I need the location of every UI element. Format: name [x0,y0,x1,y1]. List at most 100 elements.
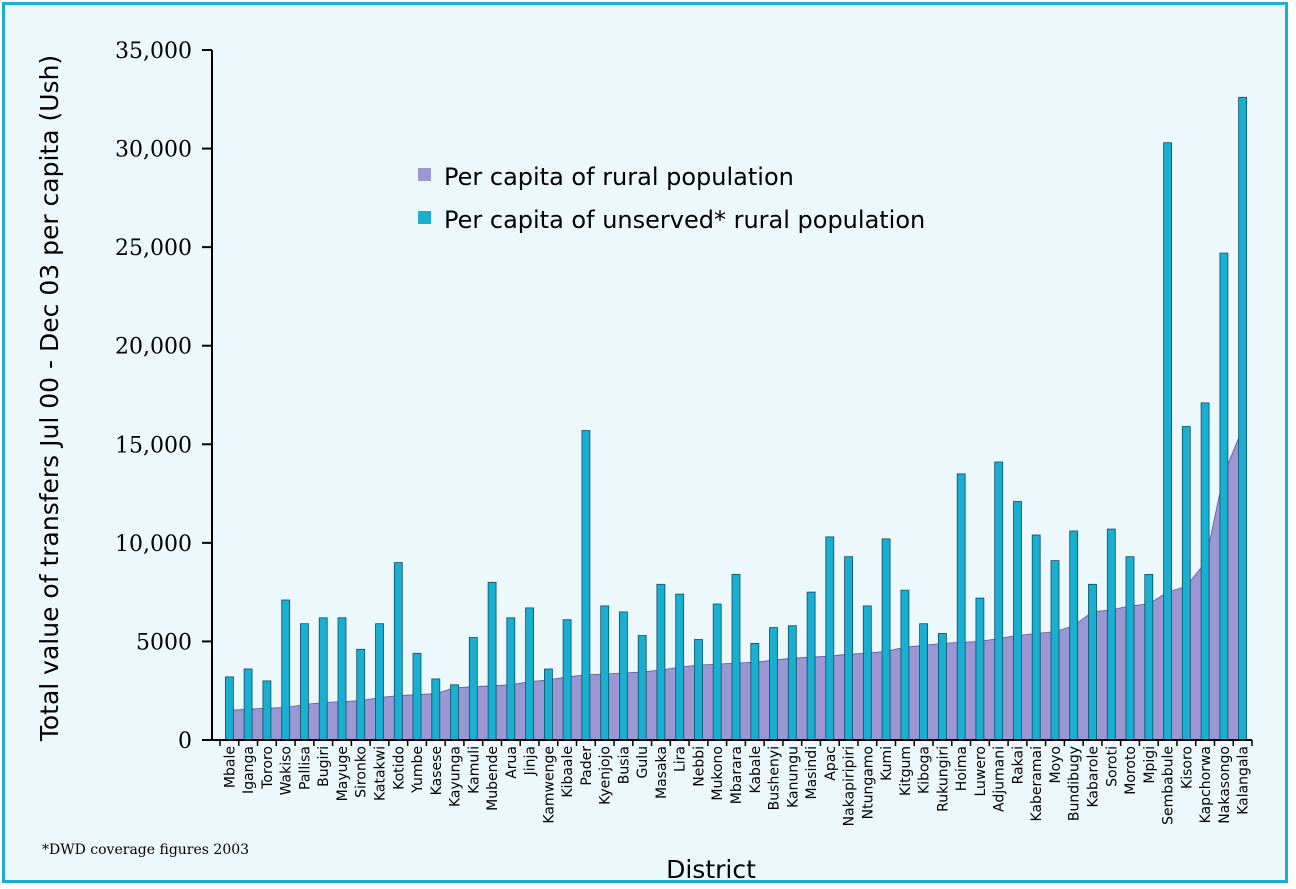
x-tick-label: Nebbi [692,746,708,787]
x-tick-label: Mukono [710,746,726,801]
x-tick-label: Kamuli [466,746,482,794]
bar-hoima [956,473,966,741]
bar-busia [619,611,628,741]
x-tick-label: Kotido [391,746,407,790]
x-tick-label: Kamwenge [541,746,557,824]
x-tick-label: Kapchorwa [1198,746,1214,823]
bar-kitgum [900,589,910,741]
y-tick-label: 20,000 [115,335,192,360]
bar-kibaale [562,619,572,741]
bar-wakiso [281,599,291,741]
x-tick-label: Moroto [1123,746,1139,795]
y-axis-title: Total value of transfers Jul 00 - Dec 03… [35,55,64,742]
bars-layer [224,96,1247,741]
y-tick-label: 25,000 [115,236,192,261]
bar-mbale [224,676,234,741]
legend: Per capita of rural population Per capit… [418,163,925,234]
bar-bugiri [318,617,328,741]
bar-kalangala [1238,96,1247,741]
bar-kaberamai [1031,534,1041,741]
bar-kapchorwa [1200,402,1210,741]
x-tick-label: Nakapiripiri [842,746,858,826]
y-tick-label: 35,000 [115,39,192,64]
bar-gulu [637,635,647,741]
bar-kabarole [1088,583,1097,741]
x-tick-label: Nakasongo [1217,746,1233,824]
bar-kamwenge [544,668,553,741]
bar-adjumani [994,461,1004,741]
bar-bundibugy [1069,530,1079,741]
x-tick-label: Kisoro [1179,746,1195,789]
bar-ntungamo [862,605,872,741]
x-tick-label: Kaberamai [1029,746,1045,821]
x-tick-label: Gulu [635,746,651,778]
x-tick-label: Busia [616,746,632,784]
x-tick-label: Mbarara [729,746,745,804]
x-tick-label: Masaka [654,746,670,799]
x-tick-label: Kabale [748,746,764,793]
x-tick-label: Rukungiri [935,746,951,812]
bar-kasese [431,678,441,741]
bar-mukono [712,603,722,741]
x-tick-label: Kibaale [560,746,576,798]
bar-nakasongo [1219,252,1229,741]
x-tick-label: Bundibugy [1067,746,1083,821]
bar-kamuli [468,637,478,741]
legend-swatch-unserved [418,211,431,224]
bar-tororo [262,680,272,741]
x-tick-label: Arua [504,746,520,779]
bar-kotido [393,562,403,741]
x-tick-label: Katakwi [373,746,389,801]
x-tick-label: Soroti [1104,746,1120,787]
bar-arua [506,617,516,741]
x-tick-label: Kanungu [785,746,801,808]
bar-kabale [750,643,760,741]
bar-kiboga [919,623,928,741]
bar-rakai [1013,501,1022,741]
x-tick-label: Kabarole [1086,746,1102,808]
x-tick-label: Sironko [354,746,370,798]
bar-nebbi [694,639,703,741]
bar-rukungiri [938,633,947,741]
x-tick-label: Mubende [485,746,501,811]
bar-yumbe [412,652,422,741]
bar-mubende [487,581,497,741]
x-tick-label: Yumbe [410,746,426,794]
bar-sembabule [1163,142,1172,741]
y-tick-label: 10,000 [115,532,192,557]
x-tick-label: Moyo [1048,746,1064,784]
x-tick-label: Iganga [241,746,257,794]
bar-katakwi [375,623,384,741]
bar-kumi [881,538,891,741]
legend-label-rural: Per capita of rural population [444,163,794,191]
axes-layer [211,50,1252,741]
x-tick-label: Jinja [523,746,539,776]
bar-moyo [1050,560,1060,741]
bar-nakapiripiri [844,556,853,741]
legend-swatch-rural [418,168,431,181]
x-tick-label: Kumi [879,746,895,781]
x-axis-title: District [666,855,756,884]
x-tick-label: Bugiri [316,746,332,787]
bar-moroto [1125,556,1135,741]
y-tick-label: 0 [178,729,192,754]
area-layer [228,428,1244,741]
x-tick-label: Wakiso [279,746,295,795]
bar-bushenyi [769,627,778,741]
x-tick-label: Kasese [429,746,445,795]
bar-kisoro [1181,426,1191,741]
x-tick-label: Kalangala [1236,746,1252,815]
bar-kanungu [787,625,797,741]
bar-luwero [975,597,985,741]
x-tick-label: Bushenyi [767,746,783,810]
x-tick-label: Pallisa [297,746,313,790]
bar-kyenjojo [600,605,610,741]
x-tick-label: Lira [673,746,689,772]
x-tick-label: Sembabule [1161,746,1177,825]
x-tick-label: Luwero [973,746,989,797]
bar-mbarara [731,574,741,741]
x-tick-label: Kitgum [898,746,914,796]
legend-label-unserved: Per capita of unserved* rural population [444,206,925,234]
x-tick-label: Kyenjojo [598,746,614,805]
